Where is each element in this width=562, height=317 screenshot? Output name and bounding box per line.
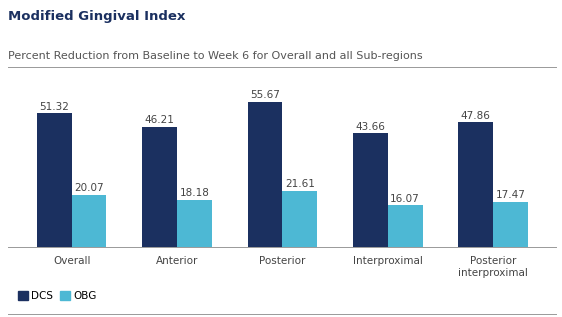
Text: 55.67: 55.67 (250, 90, 280, 100)
Text: Modified Gingival Index: Modified Gingival Index (8, 10, 186, 23)
Text: 20.07: 20.07 (74, 183, 104, 193)
Text: 51.32: 51.32 (39, 102, 69, 112)
Bar (248, 102, 283, 247)
Text: 46.21: 46.21 (144, 115, 175, 125)
Bar (283, 191, 317, 247)
Bar (177, 200, 212, 247)
Bar (72, 195, 106, 247)
Text: 18.18: 18.18 (179, 188, 210, 198)
Text: 17.47: 17.47 (496, 190, 525, 200)
Bar (459, 122, 493, 247)
Text: Percent Reduction from Baseline to Week 6 for Overall and all Sub-regions: Percent Reduction from Baseline to Week … (8, 51, 423, 61)
Bar (493, 202, 528, 247)
Bar (388, 205, 423, 247)
Bar (37, 113, 72, 247)
Bar (142, 126, 177, 247)
Legend: DCS, OBG: DCS, OBG (13, 287, 101, 306)
Text: 47.86: 47.86 (461, 111, 491, 121)
Bar (353, 133, 388, 247)
Text: 16.07: 16.07 (390, 194, 420, 204)
Text: 21.61: 21.61 (285, 179, 315, 189)
Text: 43.66: 43.66 (355, 122, 386, 132)
